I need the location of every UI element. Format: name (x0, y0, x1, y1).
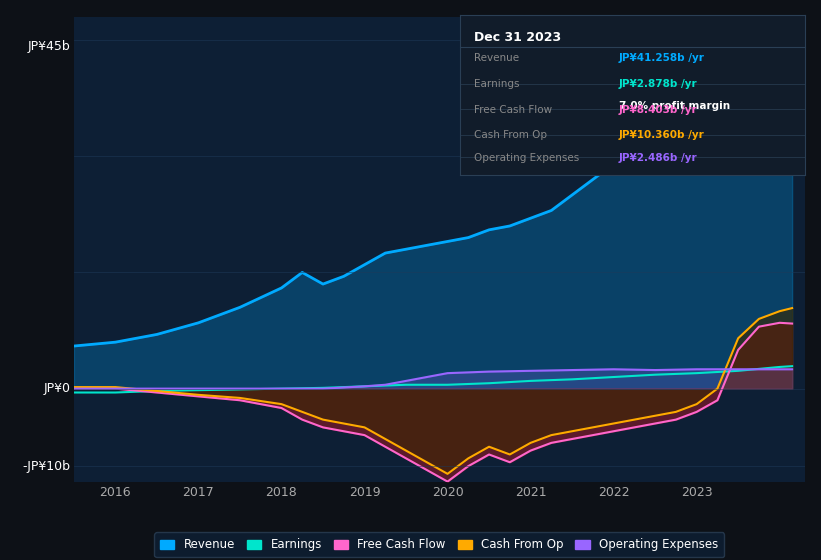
Text: Operating Expenses: Operating Expenses (474, 153, 579, 162)
Legend: Revenue, Earnings, Free Cash Flow, Cash From Op, Operating Expenses: Revenue, Earnings, Free Cash Flow, Cash … (154, 532, 724, 557)
Text: 7.0% profit margin: 7.0% profit margin (619, 101, 730, 111)
Text: JP¥2.878b /yr: JP¥2.878b /yr (619, 79, 697, 89)
Text: Cash From Op: Cash From Op (474, 130, 547, 140)
Text: -JP¥10b: -JP¥10b (22, 460, 71, 473)
Text: Free Cash Flow: Free Cash Flow (474, 105, 552, 115)
Text: Dec 31 2023: Dec 31 2023 (474, 31, 561, 44)
Text: JP¥10.360b /yr: JP¥10.360b /yr (619, 130, 704, 140)
Text: JP¥45b: JP¥45b (27, 40, 71, 53)
Text: Revenue: Revenue (474, 53, 519, 63)
Text: JP¥0: JP¥0 (44, 382, 71, 395)
Text: Earnings: Earnings (474, 79, 520, 89)
Text: JP¥2.486b /yr: JP¥2.486b /yr (619, 153, 697, 162)
Text: JP¥41.258b /yr: JP¥41.258b /yr (619, 53, 704, 63)
Text: JP¥8.403b /yr: JP¥8.403b /yr (619, 105, 697, 115)
